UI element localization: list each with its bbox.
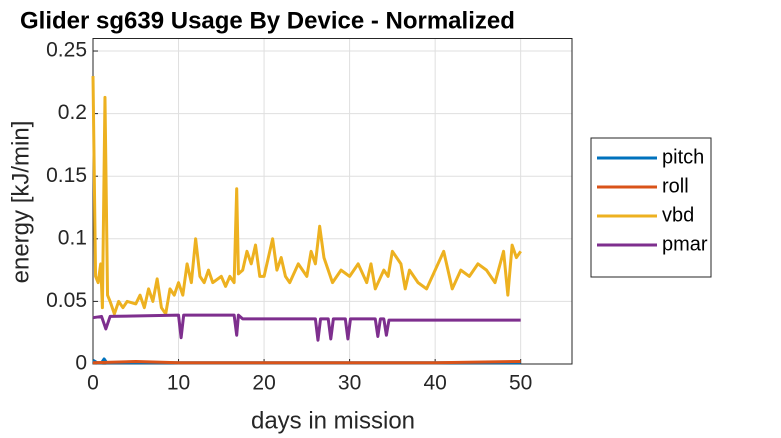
line-series	[91, 76, 522, 316]
chart-title: Glider sg639 Usage By Device - Normalize…	[20, 7, 515, 34]
x-tick-label: 40	[423, 372, 446, 395]
line-series	[92, 313, 521, 342]
line-series	[92, 359, 521, 365]
y-tick-label: 0	[75, 352, 87, 375]
x-tick-label: 50	[509, 372, 532, 395]
y-tick-label: 0.05	[46, 289, 87, 312]
legend-box	[590, 137, 712, 278]
y-axis-label: energy [kJ/min]	[7, 121, 34, 284]
x-tick-label: 0	[87, 372, 99, 395]
y-tick-label: 0.2	[58, 101, 87, 124]
legend-label: roll	[662, 175, 689, 197]
legend-label: vbd	[662, 204, 694, 226]
legend-label: pitch	[662, 146, 704, 168]
x-tick-label: 30	[338, 372, 361, 395]
x-axis-label: days in mission	[251, 407, 415, 434]
x-tick-label: 20	[252, 372, 275, 395]
plot-area	[93, 38, 572, 364]
y-tick-label: 0.1	[58, 226, 87, 249]
y-tick-label: 0.15	[46, 164, 87, 187]
legend-label: pmar	[662, 233, 708, 255]
x-tick-label: 10	[167, 372, 190, 395]
y-tick-label: 0.25	[46, 39, 87, 62]
